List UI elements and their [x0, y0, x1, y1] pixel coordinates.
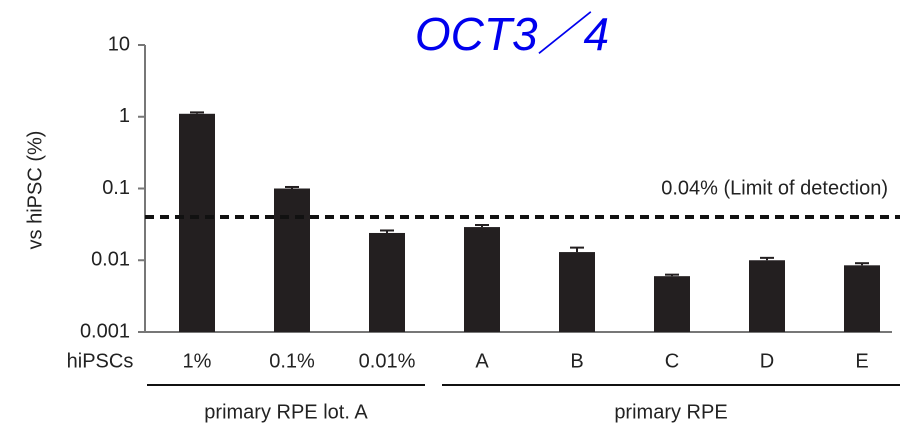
bar: [369, 232, 405, 332]
group-label: primary RPE lot. A: [204, 401, 368, 423]
x-tick-label: B: [570, 350, 583, 372]
bar: [844, 265, 880, 332]
chart-title: OCT3／4: [415, 8, 609, 60]
x-tick-label: C: [665, 350, 679, 372]
bar: [654, 276, 690, 332]
bar: [274, 188, 310, 332]
x-tick-label: E: [855, 350, 868, 372]
y-axis-label: vs hiPSC (%): [24, 131, 46, 250]
bar: [464, 227, 500, 332]
y-tick-label: 0.1: [102, 177, 130, 199]
y-tick-label: 10: [108, 33, 130, 55]
x-tick-label: A: [475, 350, 489, 372]
x-tick-label: 0.1%: [269, 350, 315, 372]
x-tick-label: 1%: [183, 350, 212, 372]
x-tick-label: 0.01%: [359, 350, 416, 372]
bar: [749, 260, 785, 332]
row-label: hiPSCs: [67, 350, 134, 372]
y-tick-label: 1: [119, 105, 130, 127]
bar: [559, 252, 595, 332]
y-tick-label: 0.01: [91, 249, 130, 271]
group-label: primary RPE: [614, 401, 727, 423]
y-tick-label: 0.001: [80, 320, 130, 342]
x-tick-label: D: [760, 350, 774, 372]
bar: [179, 113, 215, 332]
threshold-label: 0.04% (Limit of detection): [661, 177, 888, 199]
